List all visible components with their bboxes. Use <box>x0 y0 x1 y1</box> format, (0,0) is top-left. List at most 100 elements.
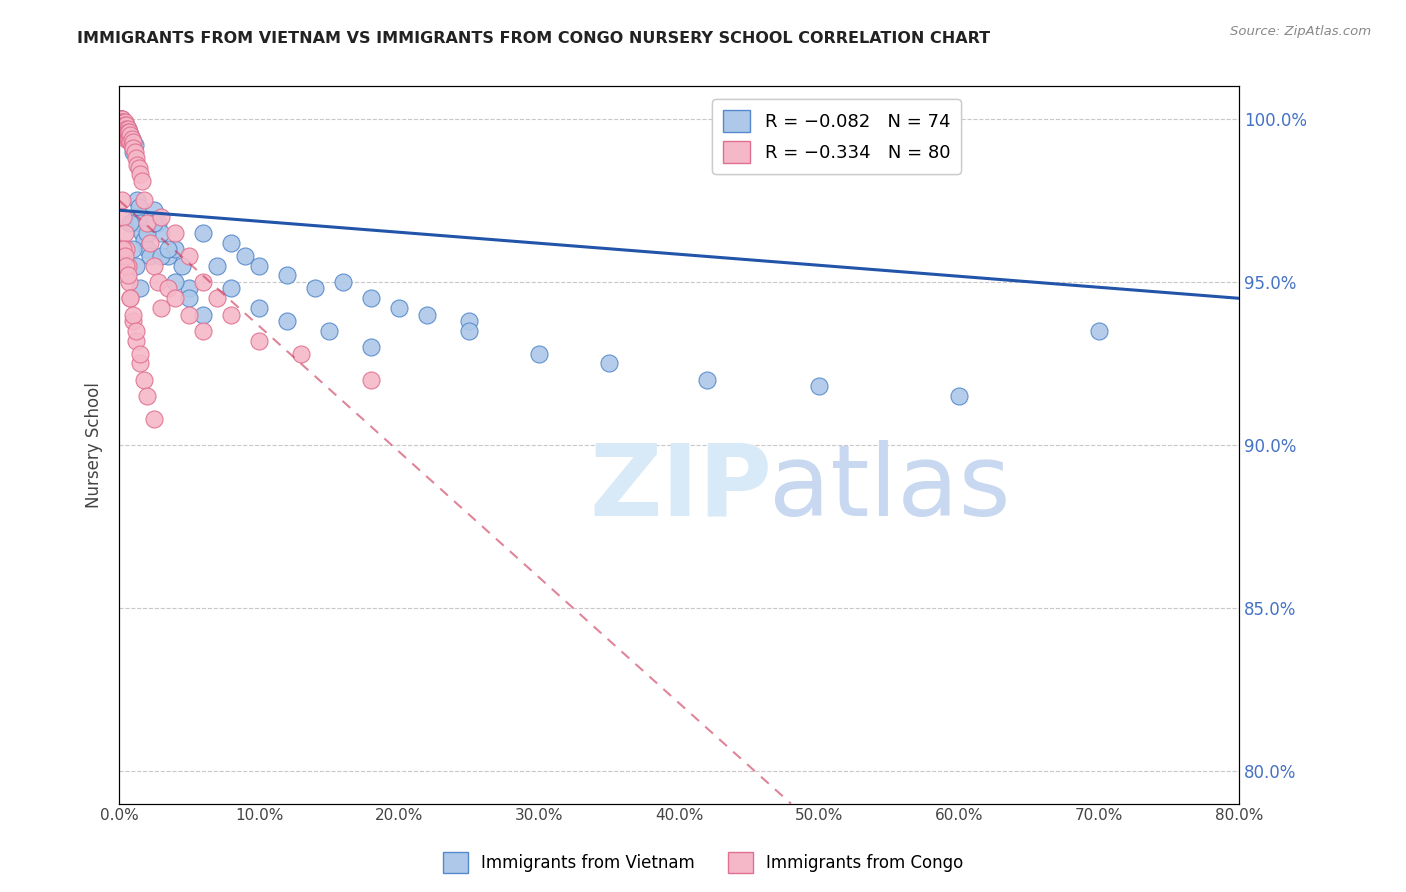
Point <box>122 308 145 322</box>
Point <box>128 200 150 214</box>
Point <box>115 125 138 139</box>
Point <box>207 291 229 305</box>
Point <box>114 125 136 139</box>
Point <box>332 275 354 289</box>
Point <box>120 135 142 149</box>
Point <box>129 347 152 361</box>
Point <box>111 115 134 129</box>
Point <box>179 291 201 305</box>
Point <box>115 119 138 133</box>
Point <box>120 128 142 143</box>
Point <box>117 125 139 139</box>
Point <box>148 216 170 230</box>
Point <box>112 121 135 136</box>
Text: Source: ZipAtlas.com: Source: ZipAtlas.com <box>1230 25 1371 38</box>
Y-axis label: Nursery School: Nursery School <box>86 382 103 508</box>
Point <box>120 216 142 230</box>
Point <box>157 249 180 263</box>
Point <box>118 125 141 139</box>
Point <box>157 281 180 295</box>
Point <box>112 119 135 133</box>
Point <box>193 308 215 322</box>
Point <box>118 275 141 289</box>
Point <box>247 334 270 348</box>
Point <box>115 259 138 273</box>
Point <box>117 259 139 273</box>
Point <box>193 275 215 289</box>
Point <box>114 119 136 133</box>
Point <box>112 115 135 129</box>
Point <box>143 203 166 218</box>
Point <box>134 233 156 247</box>
Point <box>172 259 194 273</box>
Point <box>110 112 132 126</box>
Point <box>111 112 134 126</box>
Point <box>114 121 136 136</box>
Point <box>122 135 145 149</box>
Point <box>150 249 173 263</box>
Point <box>115 243 138 257</box>
Point <box>125 151 148 165</box>
Point <box>219 235 242 250</box>
Point <box>122 145 145 159</box>
Point <box>129 281 152 295</box>
Point <box>179 281 201 295</box>
Point <box>125 259 148 273</box>
Point <box>118 125 141 139</box>
Point <box>127 158 149 172</box>
Point <box>125 324 148 338</box>
Point <box>122 141 145 155</box>
Text: IMMIGRANTS FROM VIETNAM VS IMMIGRANTS FROM CONGO NURSERY SCHOOL CORRELATION CHAR: IMMIGRANTS FROM VIETNAM VS IMMIGRANTS FR… <box>77 31 990 46</box>
Point <box>143 216 166 230</box>
Point <box>121 131 143 145</box>
Point <box>157 243 180 257</box>
Point <box>112 128 135 143</box>
Point <box>111 119 134 133</box>
Point <box>117 121 139 136</box>
Point <box>148 275 170 289</box>
Point <box>247 301 270 315</box>
Point <box>131 174 153 188</box>
Point <box>114 119 136 133</box>
Legend: R = −0.082   N = 74, R = −0.334   N = 80: R = −0.082 N = 74, R = −0.334 N = 80 <box>713 99 962 174</box>
Point <box>1088 324 1111 338</box>
Point <box>114 121 136 136</box>
Point <box>129 356 152 370</box>
Point <box>112 115 135 129</box>
Point <box>121 131 143 145</box>
Point <box>111 112 134 126</box>
Point <box>304 281 326 295</box>
Point <box>150 210 173 224</box>
Point <box>122 135 145 149</box>
Text: ZIP: ZIP <box>589 440 772 536</box>
Point <box>110 115 132 129</box>
Point <box>110 112 132 126</box>
Point <box>127 194 149 208</box>
Point <box>598 356 620 370</box>
Point <box>111 119 134 133</box>
Point <box>207 259 229 273</box>
Point <box>115 128 138 143</box>
Point <box>115 121 138 136</box>
Point <box>118 131 141 145</box>
Point <box>115 121 138 136</box>
Point <box>360 373 382 387</box>
Point <box>120 135 142 149</box>
Point <box>124 138 146 153</box>
Point <box>129 168 152 182</box>
Point <box>117 131 139 145</box>
Point <box>114 226 136 240</box>
Point <box>110 112 132 126</box>
Point <box>136 389 159 403</box>
Point <box>117 121 139 136</box>
Point <box>416 308 439 322</box>
Point <box>114 115 136 129</box>
Point <box>165 243 187 257</box>
Point <box>527 347 550 361</box>
Point <box>111 125 134 139</box>
Text: atlas: atlas <box>769 440 1011 536</box>
Point <box>458 314 481 328</box>
Point <box>807 379 830 393</box>
Point <box>117 128 139 143</box>
Point <box>120 291 142 305</box>
